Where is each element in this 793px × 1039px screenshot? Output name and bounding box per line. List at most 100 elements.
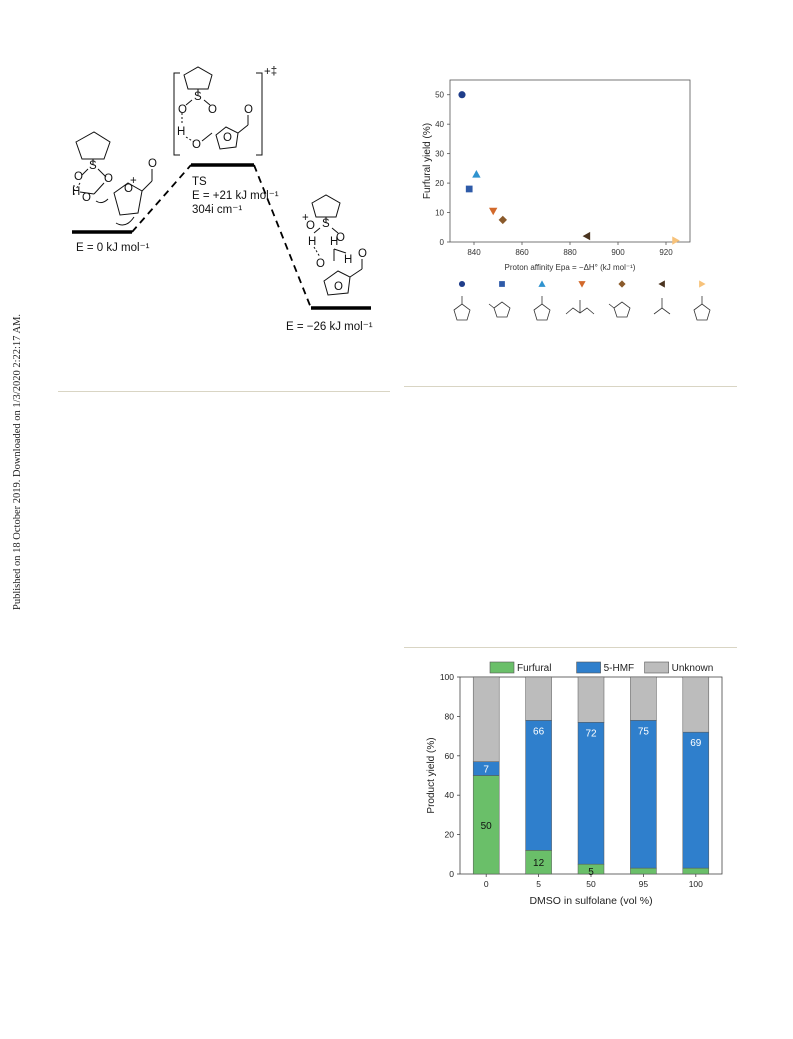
product-O5: O [358, 248, 367, 260]
bar-x-tick-label: 100 [689, 879, 703, 889]
scatter-point [458, 91, 466, 99]
bar-x-tick-label: 5 [536, 879, 541, 889]
solvent-legend-marker [699, 280, 706, 288]
legend-swatch-5-hmf [576, 661, 601, 674]
solvent-structure-icon [608, 301, 631, 318]
reactant-S: S [89, 160, 97, 172]
scatter-plot-frame [449, 79, 691, 243]
solvent-chain [653, 307, 671, 315]
bar-segment-5-hmf [577, 722, 605, 865]
ts-energy: E = +21 kJ mol⁻¹ [192, 190, 279, 202]
bar-data-label: 12 [533, 858, 545, 869]
product-structure [311, 194, 363, 296]
bar-data-label: 5 [588, 867, 594, 878]
bar-segment-furfural [630, 867, 657, 875]
product-H2: H [330, 236, 338, 248]
legend-swatch-unknown [644, 661, 669, 674]
legend-label: Furfural [517, 663, 551, 674]
scatter-point [472, 170, 481, 178]
solvent-structure-icon [653, 298, 671, 315]
solvent-legend-marker [618, 280, 626, 288]
scatter-y-tick-label: 50 [435, 91, 444, 100]
bar-segment-unknown [525, 676, 552, 721]
divider-right-top [404, 386, 737, 387]
bar-segment-5-hmf [630, 720, 657, 869]
scatter-point [582, 231, 591, 241]
ts-charge: +‡ [264, 66, 277, 78]
product-O3: O [316, 258, 325, 270]
bar-x-tick-label: 95 [639, 879, 649, 889]
divider-left [58, 391, 390, 392]
ts-structure [173, 66, 263, 156]
solvent-structure-icon [533, 296, 551, 321]
scatter-point [489, 207, 498, 216]
ts-O2: O [178, 104, 187, 116]
reactant-O4: O [124, 183, 133, 195]
legend-label: 5-HMF [604, 663, 635, 674]
publication-note-text: Published on 18 October 2019. Downloaded… [12, 313, 23, 610]
solvent-ring [693, 303, 711, 321]
scatter-x-tick-label: 900 [611, 248, 625, 257]
bar-data-label: 50 [481, 821, 493, 832]
bar-x-tick-label: 50 [586, 879, 596, 889]
solvent-legend-marker [658, 280, 665, 288]
bar-y-axis-label: Product yield (%) [426, 737, 437, 813]
scatter-y-tick-label: 20 [435, 179, 444, 188]
bar-x-axis-label: DMSO in sulfolane (vol %) [529, 895, 652, 907]
scatter-x-tick-label: 920 [659, 248, 673, 257]
solvent-legend-marker [458, 280, 466, 288]
solvent-structure-icon [693, 296, 711, 321]
ts-frequency: 304i cm⁻¹ [192, 204, 242, 216]
connector-reactant-ts [131, 164, 192, 233]
publication-note: Published on 18 October 2019. Downloaded… [12, 100, 26, 620]
ts-S: S [194, 91, 202, 103]
ts-O5: O [244, 104, 253, 116]
product-plus: + [302, 212, 309, 224]
bar-segment-furfural [682, 867, 710, 875]
legend-label: Unknown [672, 663, 714, 674]
reactant-O3: O [82, 192, 91, 204]
bar-segment-furfural [472, 775, 500, 875]
scatter-x-tick-label: 860 [515, 248, 529, 257]
divider-right-middle [404, 647, 737, 648]
scatter-y-tick-label: 30 [435, 150, 444, 159]
bar-data-label: 72 [585, 728, 597, 739]
scatter-y-tick-label: 10 [435, 209, 444, 218]
solvent-ring [453, 303, 471, 321]
scatter-point [465, 185, 473, 193]
scatter-x-axis-label: Proton affinity Epa = −ΔH° (kJ mol⁻¹) [505, 263, 636, 272]
product-S: S [322, 218, 330, 230]
legend-swatch-furfural [489, 661, 515, 674]
product-O4: O [334, 281, 343, 293]
bar-data-label: 7 [483, 765, 489, 776]
connector-ts-product [253, 164, 312, 309]
reactant-plus: + [130, 175, 137, 187]
bar-segment-unknown [577, 676, 605, 723]
solvent-ring [533, 303, 551, 321]
bar-data-label: 66 [533, 726, 545, 737]
solvent-structure-icon [488, 301, 511, 318]
bar-segment-5-hmf [682, 731, 710, 869]
scatter-x-tick-label: 880 [563, 248, 577, 257]
scatter-point [672, 236, 680, 245]
solvent-structure-icon [565, 300, 595, 315]
scatter-x-tick-label: 840 [467, 248, 481, 257]
solvent-bond [608, 303, 615, 309]
bar-y-tick-label: 0 [449, 869, 454, 879]
proton-affinity-scatter-chart: 0 10 20 30 40 50 840 860 880 900 920 Proton affinit… [422, 79, 711, 321]
bar-y-tick-label: 60 [445, 751, 455, 761]
bar-y-tick-label: 80 [445, 711, 455, 721]
solvent-ring [493, 301, 511, 318]
solvent-ring [613, 301, 631, 318]
bar-data-label: 69 [690, 738, 702, 749]
solvent-bond [488, 303, 495, 309]
solvent-legend-marker [578, 281, 586, 288]
reactant-energy: E = 0 kJ mol⁻¹ [76, 242, 150, 254]
solvent-legend-marker [499, 281, 505, 287]
bar-segment-unknown [682, 676, 710, 733]
reactant-O5: O [148, 158, 157, 170]
solvent-legend-marker [538, 280, 546, 287]
energy-diagram: S O O H O O + O S O O H O O O +‡ TS E = … [72, 66, 373, 333]
scatter-point [498, 215, 507, 225]
bar-segment-unknown [630, 676, 657, 721]
